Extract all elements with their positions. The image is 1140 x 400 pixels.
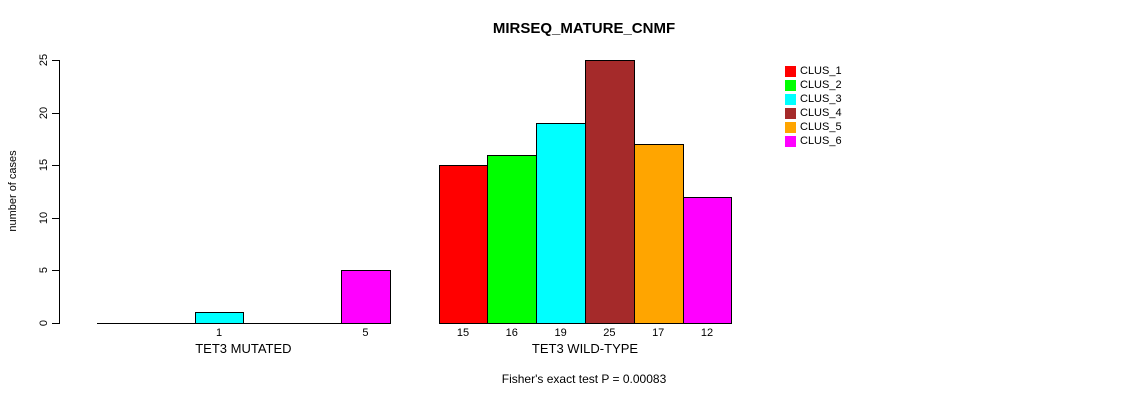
legend-label: CLUS_1 — [800, 65, 842, 77]
x-group-label: TET3 MUTATED — [195, 341, 292, 356]
legend-label: CLUS_3 — [800, 93, 842, 105]
bar-value-label: 12 — [700, 327, 714, 339]
legend-label: CLUS_2 — [800, 79, 842, 91]
y-tick — [52, 60, 59, 61]
bar-zero-line — [243, 323, 293, 324]
chart-title: MIRSEQ_MATURE_CNMF — [492, 20, 676, 37]
legend-swatch — [785, 66, 796, 77]
bar-zero-line — [97, 323, 147, 324]
bar — [585, 60, 635, 324]
bar-value-label: 15 — [456, 327, 470, 339]
bar-value-label: 17 — [652, 327, 665, 339]
y-tick — [52, 218, 59, 219]
y-tick — [52, 165, 59, 166]
y-tick-label: 0 — [38, 319, 50, 327]
legend-label: CLUS_4 — [800, 107, 842, 119]
legend-label: CLUS_5 — [800, 121, 842, 133]
y-tick-label: 15 — [38, 158, 50, 172]
bar — [439, 165, 488, 324]
bar-zero-line — [146, 323, 196, 324]
bar — [634, 144, 684, 324]
bar — [487, 155, 537, 324]
legend-swatch — [785, 136, 796, 147]
y-axis-label: number of cases — [7, 150, 19, 232]
legend-swatch — [785, 122, 796, 133]
y-tick-label: 25 — [38, 53, 50, 67]
y-tick — [52, 323, 59, 324]
legend-label: CLUS_6 — [800, 135, 842, 147]
legend-swatch — [785, 80, 796, 91]
x-group-label: TET3 WILD-TYPE — [531, 341, 639, 356]
legend-swatch — [785, 108, 796, 119]
y-tick-label: 10 — [38, 211, 50, 225]
bar-value-label: 19 — [554, 327, 567, 339]
bar — [195, 312, 244, 324]
legend-swatch — [785, 94, 796, 105]
bar-value-label: 1 — [215, 327, 223, 339]
y-tick-label: 20 — [38, 106, 50, 120]
bar-zero-line — [292, 323, 342, 324]
bar — [536, 123, 586, 324]
y-tick — [52, 270, 59, 271]
y-tick-label: 5 — [38, 266, 50, 274]
bar-value-label: 25 — [603, 327, 616, 339]
bar-value-label: 16 — [505, 327, 518, 339]
bar — [683, 197, 732, 324]
bar-value-label: 5 — [362, 327, 369, 339]
y-tick — [52, 113, 59, 114]
y-axis-line — [59, 60, 60, 324]
annotation-text: Fisher's exact test P = 0.00083 — [501, 372, 667, 386]
bar — [341, 270, 391, 324]
